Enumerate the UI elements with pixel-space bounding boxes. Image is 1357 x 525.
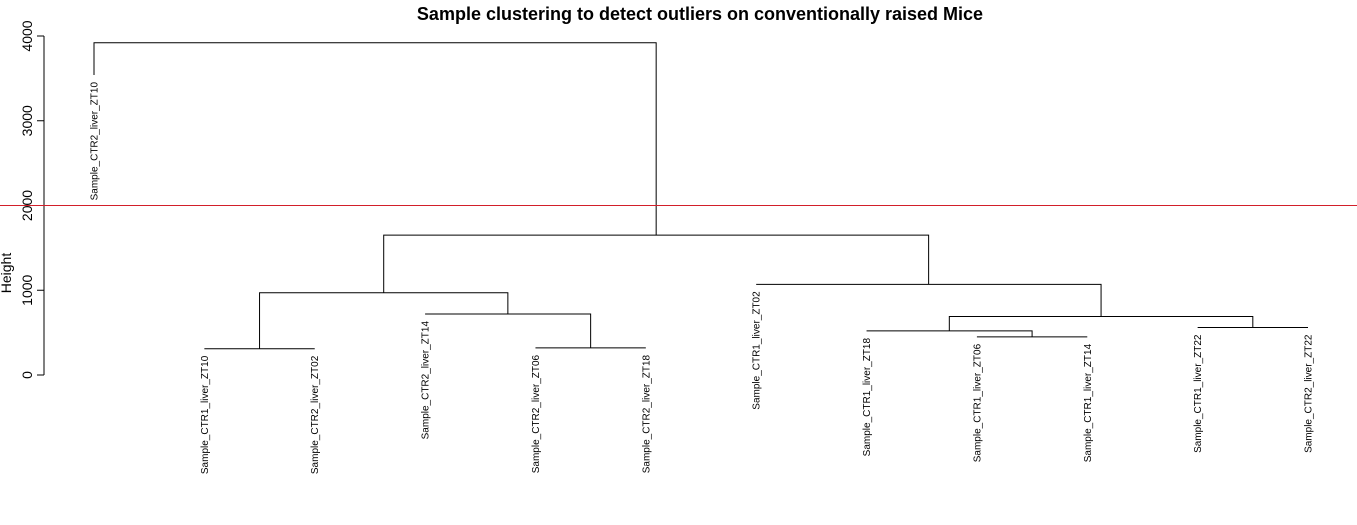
leaf-label: Sample_CTR2_liver_ZT02 <box>310 355 321 474</box>
y-tick-label: 1000 <box>19 274 35 305</box>
y-tick-label: 0 <box>19 371 35 379</box>
dendrogram-merge-6 <box>425 313 592 348</box>
y-tick-label: 4000 <box>19 20 35 51</box>
leaf-label: Sample_CTR1_liver_ZT22 <box>1193 334 1204 453</box>
leaf-label: Sample_CTR1_liver_ZT14 <box>1083 343 1094 462</box>
dendrogram-merge-10 <box>93 42 657 236</box>
y-tick-label: 3000 <box>19 105 35 136</box>
leaf-label: Sample_CTR1_liver_ZT06 <box>972 343 983 462</box>
dendrogram-merge-3 <box>866 330 1033 337</box>
leaf-label: Sample_CTR1_liver_ZT10 <box>200 355 211 474</box>
dendrogram-merge-8 <box>756 283 1102 317</box>
dendrogram-merge-7 <box>259 292 509 349</box>
leaf-label: Sample_CTR1_liver_ZT02 <box>752 291 763 410</box>
leaf-label: Sample_CTR2_liver_ZT10 <box>90 82 101 201</box>
leaf-label: Sample_CTR2_liver_ZT18 <box>641 354 652 473</box>
leaf-label: Sample_CTR1_liver_ZT18 <box>862 338 873 457</box>
leaf-labels: Sample_CTR2_liver_ZT10 Sample_CTR1_liver_… <box>90 82 1315 475</box>
dendrogram-tree <box>93 42 1308 350</box>
leaf-label: Sample_CTR2_liver_ZT06 <box>531 354 542 473</box>
y-axis-label: Height <box>0 253 14 294</box>
chart-title: Sample clustering to detect outliers on … <box>417 4 983 24</box>
leaf-label: Sample_CTR2_liver_ZT14 <box>421 321 432 440</box>
dendrogram-merge-5 <box>948 316 1254 331</box>
dendrogram-merge-9 <box>383 234 930 293</box>
leaf-label: Sample_CTR2_liver_ZT22 <box>1304 334 1315 453</box>
